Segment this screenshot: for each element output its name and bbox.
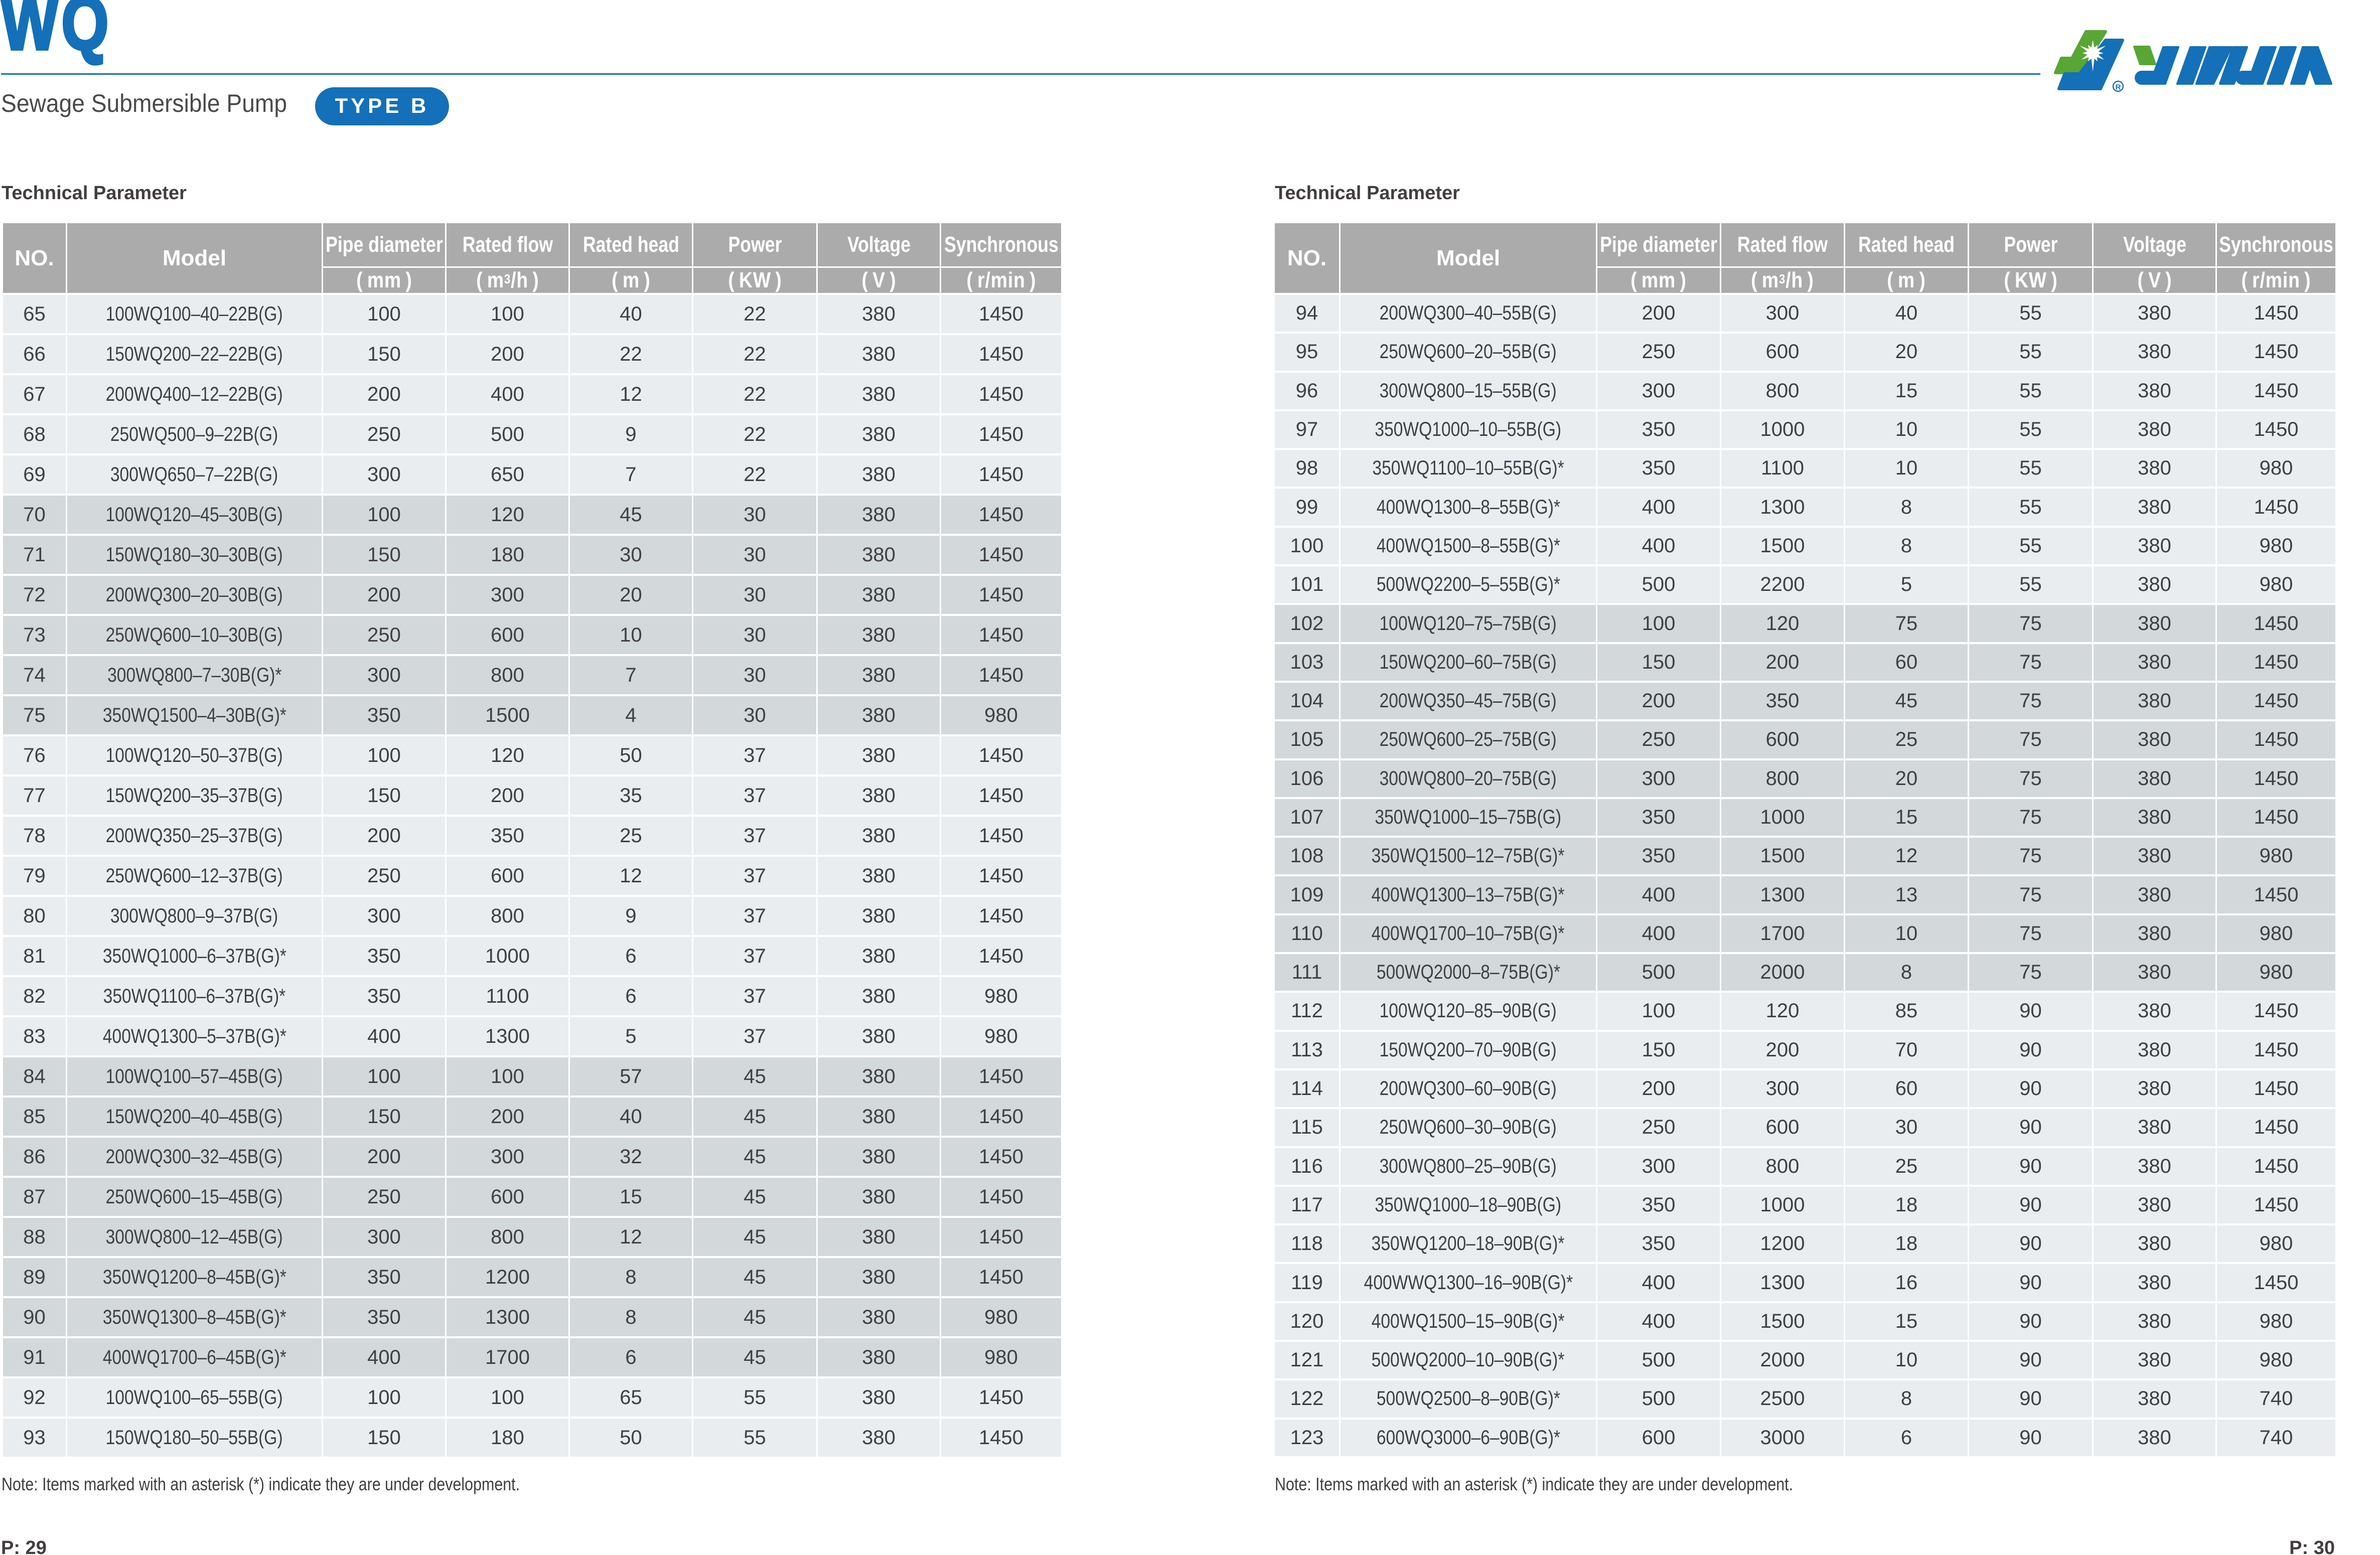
svg-text:R: R bbox=[2116, 83, 2121, 92]
